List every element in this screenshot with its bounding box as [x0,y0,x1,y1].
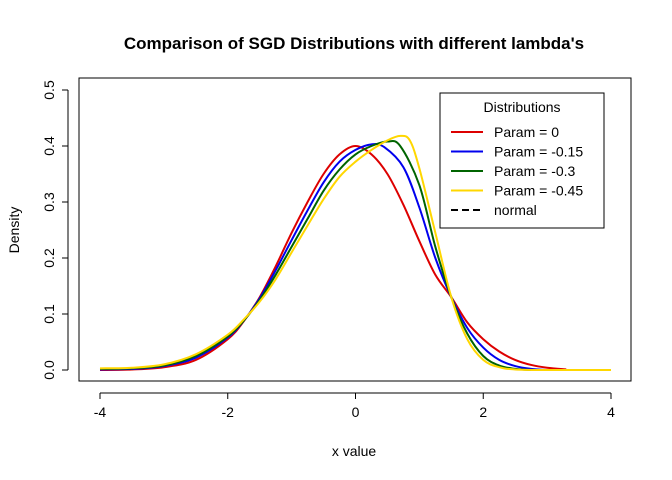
legend-title: Distributions [483,99,560,115]
x-tick-label: 4 [607,404,615,420]
legend-box [439,92,605,229]
legend-label-0: Param = 0 [494,124,559,140]
y-tick-label: 0.1 [41,304,57,324]
series-line-3 [99,134,611,372]
series-line-2 [99,140,532,371]
legend-label-1: Param = -0.15 [494,144,583,160]
legend-label-2: Param = -0.3 [494,163,576,179]
y-tick-label: 0.4 [41,136,57,156]
plot-frame [78,77,632,382]
legend-label-4: normal [494,202,537,218]
series-layer [99,134,611,372]
y-tick-label: 0.3 [41,192,57,212]
y-axis-label: Density [6,207,22,254]
legend-entries: Param = 0 Param = -0.15 Param = -0.3 Param … [451,124,583,218]
chart-title: Comparison of SGD Distributions with dif… [124,34,584,53]
series-line-0 [99,145,567,371]
y-tick-label: 0.5 [41,80,57,100]
x-tick-label: -2 [222,404,235,420]
x-tick-label: 2 [479,404,487,420]
legend-label-3: Param = -0.45 [494,183,583,199]
y-tick-label: 0.0 [41,360,57,380]
x-tick-label: 0 [352,404,360,420]
x-axis: -4 -2 0 2 4 [94,392,615,420]
x-axis-label: x value [332,443,377,459]
y-axis: 0.0 0.1 0.2 0.3 0.4 0.5 [41,80,69,380]
x-tick-label: -4 [94,404,107,420]
y-tick-label: 0.2 [41,248,57,268]
